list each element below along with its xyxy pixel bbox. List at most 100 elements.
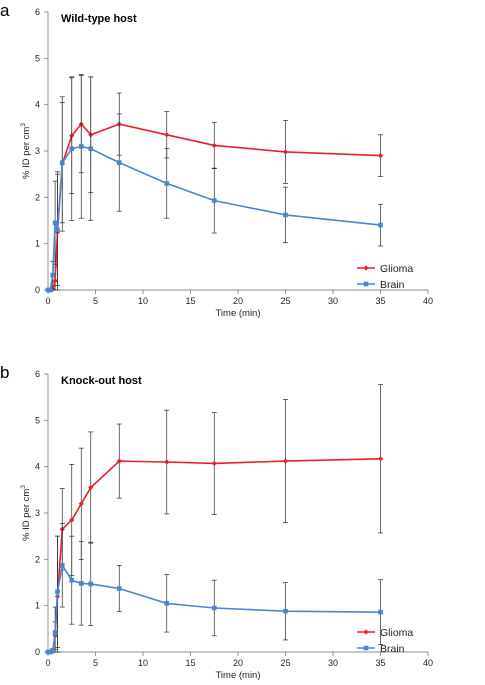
data-point bbox=[88, 581, 94, 587]
x-axis-title: Time (min) bbox=[215, 670, 260, 681]
y-tick-label: 6 bbox=[35, 7, 40, 17]
data-point bbox=[164, 601, 170, 606]
data-point bbox=[45, 649, 51, 655]
x-tick-label: 0 bbox=[45, 296, 50, 306]
x-tick-label: 15 bbox=[185, 296, 195, 306]
data-point bbox=[50, 648, 56, 654]
data-point bbox=[378, 609, 383, 615]
x-tick-label: 30 bbox=[328, 658, 338, 668]
data-point bbox=[52, 630, 58, 635]
legend-label: Glioma bbox=[380, 627, 413, 639]
y-tick-label: 4 bbox=[35, 100, 40, 110]
data-point bbox=[55, 589, 60, 595]
data-point bbox=[69, 517, 75, 523]
data-point bbox=[69, 146, 75, 151]
y-axis-title-superscript: 3 bbox=[20, 123, 27, 127]
panel-letter: b bbox=[0, 363, 9, 382]
y-tick-label: 0 bbox=[35, 647, 40, 657]
legend-entry-glioma: Glioma bbox=[357, 263, 413, 275]
data-point bbox=[78, 144, 84, 149]
data-point bbox=[52, 220, 58, 226]
data-point bbox=[52, 278, 58, 284]
legend-marker bbox=[363, 629, 369, 635]
legend-label: Brain bbox=[380, 279, 405, 291]
data-point bbox=[69, 577, 75, 583]
legend-entry-glioma: Glioma bbox=[357, 627, 413, 639]
panel-letter: a bbox=[0, 1, 10, 20]
x-tick-label: 5 bbox=[93, 658, 98, 668]
data-point bbox=[116, 458, 122, 464]
data-point bbox=[211, 460, 217, 467]
y-tick-label: 4 bbox=[35, 462, 40, 472]
data-point bbox=[282, 149, 289, 155]
x-tick-label: 5 bbox=[93, 296, 98, 306]
series-brain bbox=[45, 523, 383, 655]
y-tick-label: 2 bbox=[35, 554, 40, 564]
chart-title: Wild-type host bbox=[61, 13, 137, 25]
data-point bbox=[116, 586, 122, 591]
data-point bbox=[88, 484, 94, 491]
y-tick-label: 2 bbox=[35, 192, 40, 202]
series-line bbox=[48, 145, 381, 291]
legend-label: Brain bbox=[380, 643, 405, 655]
data-point bbox=[164, 181, 170, 186]
y-tick-label: 0 bbox=[35, 285, 40, 295]
data-point bbox=[377, 153, 384, 159]
y-axis-title: % ID per cm3 bbox=[20, 485, 32, 541]
x-tick-label: 25 bbox=[280, 296, 290, 306]
y-tick-label: 3 bbox=[35, 146, 40, 156]
series-line bbox=[48, 563, 381, 653]
data-point bbox=[378, 222, 383, 228]
chart-title: Knock-out host bbox=[61, 375, 142, 387]
y-tick-label: 5 bbox=[35, 53, 40, 63]
x-tick-label: 20 bbox=[233, 296, 243, 306]
legend-entry-brain: Brain bbox=[357, 279, 405, 291]
legend-entry-brain: Brain bbox=[357, 643, 405, 655]
x-tick-label: 40 bbox=[423, 296, 433, 306]
data-point bbox=[283, 212, 288, 218]
data-point bbox=[55, 227, 60, 233]
data-point bbox=[211, 605, 217, 611]
x-tick-label: 0 bbox=[45, 658, 50, 668]
y-axis-title-superscript: 3 bbox=[20, 485, 27, 489]
data-point bbox=[116, 160, 122, 165]
data-point bbox=[48, 649, 53, 655]
data-point bbox=[164, 132, 170, 138]
y-tick-label: 1 bbox=[35, 239, 40, 249]
series-brain bbox=[45, 74, 383, 293]
data-point bbox=[50, 272, 56, 278]
data-point bbox=[377, 456, 384, 462]
legend-marker bbox=[363, 281, 369, 287]
data-point bbox=[45, 287, 51, 293]
data-point bbox=[283, 608, 288, 614]
legend-label: Glioma bbox=[380, 263, 413, 275]
x-tick-label: 10 bbox=[138, 658, 148, 668]
y-tick-label: 5 bbox=[35, 415, 40, 425]
x-axis-title: Time (min) bbox=[215, 308, 260, 319]
data-point bbox=[59, 563, 65, 568]
data-point bbox=[78, 501, 84, 507]
chart-panel-a: a Wild-type host 0 1 2 3 4 5 6 0 5 10 15 20 25 30 35 40 Ti… bbox=[0, 1, 433, 319]
data-point bbox=[211, 142, 217, 149]
x-tick-label: 20 bbox=[233, 658, 243, 668]
x-tick-label: 30 bbox=[328, 296, 338, 306]
data-point bbox=[164, 459, 170, 465]
x-tick-label: 10 bbox=[138, 296, 148, 306]
legend-marker bbox=[363, 645, 369, 651]
chart-panel-b: b Knock-out host 0 1 2 3 4 5 6 0 5 10 15 20 25 30 35 40 Ti… bbox=[0, 363, 433, 681]
data-point bbox=[78, 581, 84, 586]
y-tick-label: 6 bbox=[35, 369, 40, 379]
data-point bbox=[282, 458, 289, 464]
y-axis-title: % ID per cm3 bbox=[20, 123, 32, 179]
data-point bbox=[48, 287, 53, 293]
x-tick-label: 40 bbox=[423, 658, 433, 668]
y-axis-title-main: % ID per cm bbox=[21, 489, 32, 541]
x-tick-label: 25 bbox=[280, 658, 290, 668]
legend-marker bbox=[363, 265, 369, 271]
data-point bbox=[59, 160, 65, 165]
y-tick-label: 3 bbox=[35, 508, 40, 518]
y-axis-title-main: % ID per cm bbox=[21, 127, 32, 179]
data-point bbox=[211, 198, 217, 203]
x-tick-label: 35 bbox=[375, 296, 385, 306]
